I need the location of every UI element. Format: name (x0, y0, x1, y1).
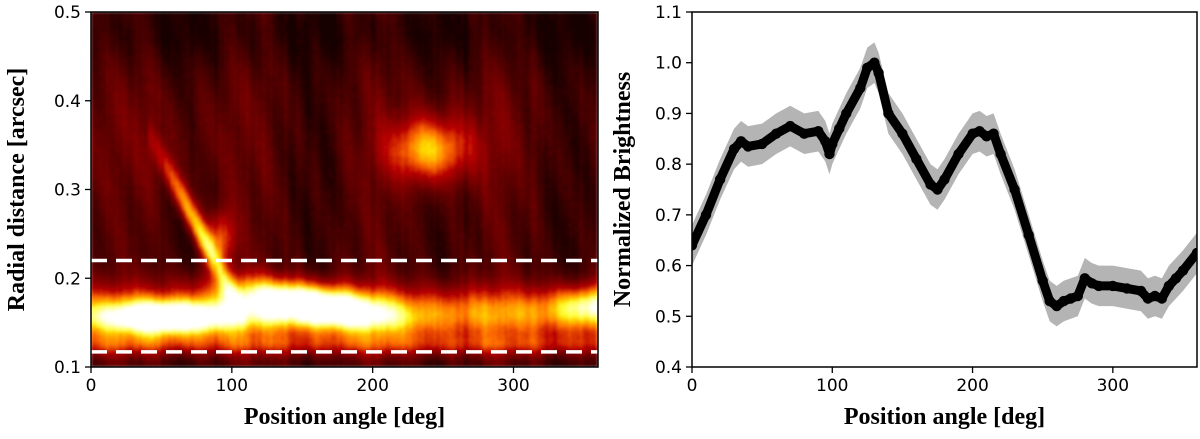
heatmap-y-tick-label: 0.1 (54, 358, 81, 378)
profile-x-ticks: 0 100 200 300 (687, 367, 1129, 396)
profile-y-tick-label: 0.7 (655, 206, 682, 226)
heatmap-y-tick-label: 0.2 (54, 269, 81, 289)
brightness-point (995, 148, 1006, 160)
heatmap-x-tick-label: 100 (216, 376, 248, 396)
heatmap-y-tick-label: 0.5 (54, 3, 81, 23)
profile-y-tick-label: 0.8 (655, 155, 682, 175)
brightness-point (771, 128, 782, 139)
heatmap-x-tick-label: 200 (356, 376, 388, 396)
brightness-point (813, 126, 824, 137)
heatmap-x-tick-label: 0 (86, 376, 97, 396)
profile-x-tick-label: 100 (816, 376, 848, 396)
brightness-point (911, 153, 922, 165)
profile-panel: 0 100 200 300 0.4 0.5 0.6 0.7 0.8 0.9 1.0 1.1 Posi… (610, 3, 1198, 430)
aperture-lines (91, 258, 598, 354)
brightness-point (1170, 273, 1182, 284)
profile-y-tick-label: 0.5 (655, 307, 682, 327)
brightness-point (1121, 283, 1133, 294)
brightness-point (869, 57, 880, 68)
heatmap-y-ticks: 0.1 0.2 0.3 0.4 0.5 (54, 3, 91, 378)
heatmap-image (91, 12, 598, 367)
profile-y-tick-label: 0.4 (655, 358, 682, 378)
profile-y-tick-label: 0.9 (655, 104, 682, 124)
brightness-point (1009, 184, 1020, 195)
profile-x-tick-label: 300 (1097, 376, 1129, 396)
brightness-point (1177, 265, 1189, 276)
brightness-point (827, 138, 838, 150)
heatmap-panel: 0 100 200 300 0.1 0.2 0.3 0.4 0.5 Position angl… (4, 3, 599, 430)
brightness-point (1156, 293, 1168, 304)
brightness-point (692, 240, 698, 251)
heatmap-y-tick-label: 0.4 (54, 92, 81, 112)
brightness-point (953, 148, 964, 160)
heatmap-x-axis-label: Position angle [deg] (244, 404, 445, 430)
profile-y-tick-label: 1.0 (655, 54, 682, 74)
heatmap-y-tick-label: 0.3 (54, 181, 81, 201)
brightness-point (714, 174, 726, 185)
profile-y-ticks: 0.4 0.5 0.6 0.7 0.8 0.9 1.0 1.1 (655, 3, 692, 378)
brightness-point (834, 123, 845, 134)
brightness-point (1023, 229, 1034, 241)
profile-y-tick-label: 1.1 (655, 3, 682, 23)
brightness-point (1037, 275, 1048, 286)
profile-frame (691, 11, 1198, 368)
profile-y-tick-label: 0.6 (655, 257, 682, 277)
brightness-point (841, 108, 852, 119)
brightness-point (897, 128, 908, 139)
brightness-point (799, 128, 810, 139)
brightness-point (883, 108, 894, 119)
brightness-point (932, 184, 943, 195)
heatmap-x-tick-label: 300 (497, 376, 529, 396)
brightness-point (742, 141, 754, 152)
brightness-point (988, 128, 999, 139)
heatmap-y-axis-label: Radial distance [arcsec] (4, 68, 30, 312)
profile-x-tick-label: 200 (956, 376, 988, 396)
brightness-point (1191, 247, 1197, 259)
profile-x-axis-label: Position angle [deg] (844, 404, 1045, 430)
brightness-point (756, 138, 768, 150)
brightness-point (939, 174, 950, 185)
brightness-points (692, 57, 1197, 312)
profile-x-tick-label: 0 (687, 376, 698, 396)
brightness-point (824, 148, 835, 160)
brightness-point (1135, 285, 1147, 297)
heatmap-x-ticks: 0 100 200 300 (86, 367, 530, 396)
profile-y-axis-label: Normalized Brightness (610, 72, 636, 307)
brightness-point (1163, 280, 1175, 292)
brightness-point (785, 120, 796, 132)
brightness-point (700, 209, 712, 221)
brightness-point (728, 143, 740, 155)
brightness-point (873, 67, 884, 79)
brightness-point (1072, 290, 1084, 302)
brightness-point (1107, 280, 1119, 292)
brightness-point (1093, 280, 1105, 292)
brightness-point (855, 82, 866, 94)
